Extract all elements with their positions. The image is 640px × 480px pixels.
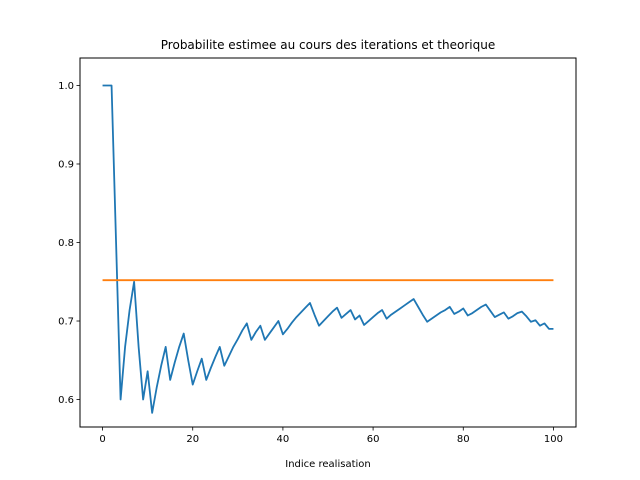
x-tick-label: 40 — [277, 434, 290, 445]
series-line-1 — [102, 84, 554, 414]
y-tick-label: 0.7 — [58, 317, 74, 328]
chart-title: Probabilite estimee au cours des iterati… — [161, 38, 495, 52]
x-axis-label: Indice realisation — [285, 459, 370, 470]
x-tick-label: 20 — [186, 434, 199, 445]
y-tick-label: 0.6 — [58, 395, 74, 406]
x-tick-label: 80 — [457, 434, 470, 445]
x-tick-label: 60 — [367, 434, 380, 445]
y-tick-label: 1.0 — [58, 81, 74, 92]
x-tick-label: 0 — [99, 434, 105, 445]
x-tick-label: 100 — [544, 434, 563, 445]
y-tick-label: 0.9 — [58, 159, 74, 170]
y-tick-label: 0.8 — [58, 238, 74, 249]
